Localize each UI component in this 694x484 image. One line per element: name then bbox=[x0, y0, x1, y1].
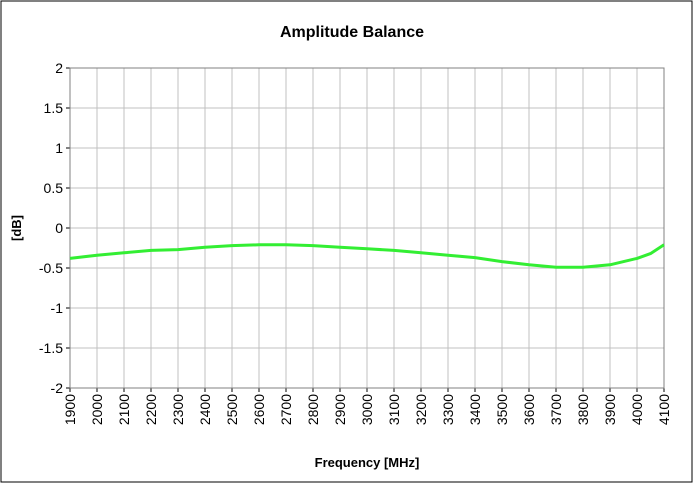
x-tick-label: 4000 bbox=[629, 394, 645, 425]
x-tick-label: 1900 bbox=[62, 394, 78, 425]
x-tick-label: 3500 bbox=[494, 394, 510, 425]
y-tick-label: -2 bbox=[51, 380, 64, 396]
y-axis-label: [dB] bbox=[9, 215, 24, 241]
y-tick-label: 2 bbox=[55, 60, 63, 76]
x-tick-label: 2900 bbox=[332, 394, 348, 425]
plot-border bbox=[69, 67, 665, 389]
chart-title: Amplitude Balance bbox=[280, 24, 424, 41]
x-tick-label: 2500 bbox=[224, 394, 240, 425]
x-tick-label: 3800 bbox=[575, 394, 591, 425]
x-tick-label: 3400 bbox=[467, 394, 483, 425]
x-tick-label: 2800 bbox=[305, 394, 321, 425]
x-tick-label: 2300 bbox=[170, 394, 186, 425]
x-tick-label: 2700 bbox=[278, 394, 294, 425]
x-tick-label: 3200 bbox=[413, 394, 429, 425]
y-tick-label: 1 bbox=[55, 140, 63, 156]
x-tick-label: 3600 bbox=[521, 394, 537, 425]
x-tick-label: 3000 bbox=[359, 394, 375, 425]
x-tick-label: 3900 bbox=[602, 394, 618, 425]
x-tick-label: 3100 bbox=[386, 394, 402, 425]
x-tick-label: 2100 bbox=[116, 394, 132, 425]
x-tick-label: 2000 bbox=[89, 394, 105, 425]
y-tick-label: 0.5 bbox=[44, 180, 64, 196]
y-tick-label: -1 bbox=[51, 300, 64, 316]
x-tick-label: 4100 bbox=[656, 394, 672, 425]
y-tick-label: 0 bbox=[55, 220, 63, 236]
data-line bbox=[69, 243, 665, 269]
x-axis-label: Frequency [MHz] bbox=[315, 455, 420, 470]
y-tick-label: 1.5 bbox=[44, 100, 64, 116]
x-tick-label: 2600 bbox=[251, 394, 267, 425]
y-tick-label: -1.5 bbox=[39, 340, 63, 356]
x-tick-label: 3300 bbox=[440, 394, 456, 425]
x-tick-label: 2400 bbox=[197, 394, 213, 425]
y-tick-label: -0.5 bbox=[39, 260, 63, 276]
x-tick-label: 3700 bbox=[548, 394, 564, 425]
x-tick-label: 2200 bbox=[143, 394, 159, 425]
